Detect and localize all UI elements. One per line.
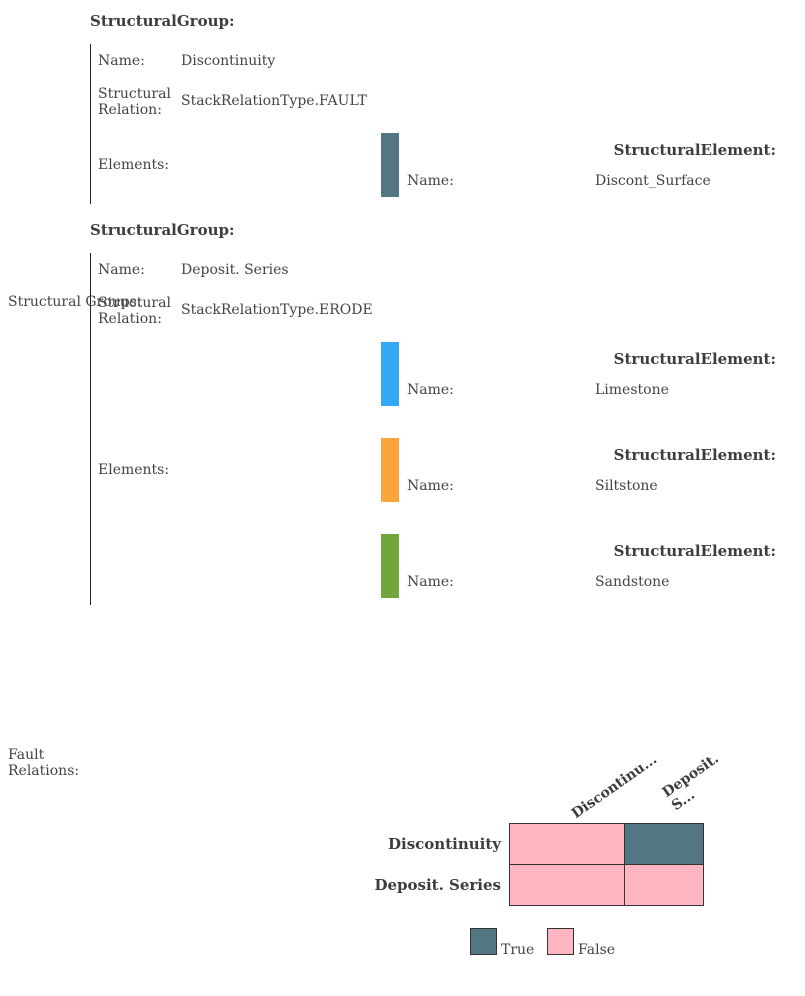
group-2-name-value: Deposit. Series (181, 262, 289, 278)
element-3-name-value: Siltstone (595, 478, 658, 494)
element-4-name-value: Sandstone (595, 574, 670, 590)
group-1-name-value: Discontinuity (181, 53, 276, 69)
group-1-relation-value: StackRelationType.FAULT (181, 93, 367, 109)
group-heading-2: StructuralGroup: (90, 221, 235, 239)
legend-false-swatch (547, 928, 574, 955)
element-color-swatch-siltstone (381, 438, 399, 502)
element-color-swatch-limestone (381, 342, 399, 406)
group-2-relation-value: StackRelationType.ERODE (181, 302, 373, 318)
group-2-name-label: Name: (98, 262, 145, 278)
matrix-row-label-discontinuity: Discontinuity (388, 835, 501, 853)
fault-relations-label: Fault Relations: (8, 747, 80, 779)
element-1-name-value: Discont_Surface (595, 173, 711, 189)
group-1-elements-label: Elements: (98, 157, 170, 173)
group-1-name-label: Name: (98, 53, 145, 69)
matrix-row-label-deposit-series: Deposit. Series (374, 876, 501, 894)
element-heading-4: StructuralElement: (613, 542, 776, 560)
matrix-column-label-discontinuity: Discontinu... (568, 751, 661, 822)
matrix-cell-0-1 (624, 823, 704, 865)
legend-true-swatch (470, 928, 497, 955)
element-2-name-label: Name: (407, 382, 454, 398)
element-3-name-label: Name: (407, 478, 454, 494)
group-heading-1: StructuralGroup: (90, 12, 235, 30)
element-heading-3: StructuralElement: (613, 446, 776, 464)
element-heading-1: StructuralElement: (613, 141, 776, 159)
matrix-cell-0-0 (509, 823, 625, 865)
group-1-relation-label: Structural Relation: (98, 86, 171, 118)
legend-true-label: True (501, 942, 535, 958)
structural-groups-label: Structural Groups: (8, 294, 142, 310)
element-color-swatch-discont-surface (381, 133, 399, 197)
element-1-name-label: Name: (407, 173, 454, 189)
group-2-divider (90, 253, 91, 605)
legend-false-label: False (578, 942, 616, 958)
matrix-cell-1-0 (509, 864, 625, 906)
matrix-cell-1-1 (624, 864, 704, 906)
matrix-column-label-deposit-series: Deposit. S... (659, 750, 722, 814)
element-heading-2: StructuralElement: (613, 350, 776, 368)
group-1-divider (90, 44, 91, 204)
element-4-name-label: Name: (407, 574, 454, 590)
element-2-name-value: Limestone (595, 382, 669, 398)
element-color-swatch-sandstone (381, 534, 399, 598)
group-2-relation-label: Structural Relation: (98, 295, 171, 327)
group-2-elements-label: Elements: (98, 462, 170, 478)
